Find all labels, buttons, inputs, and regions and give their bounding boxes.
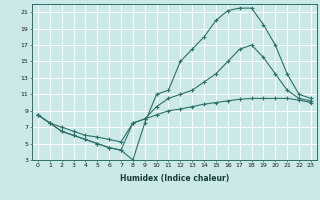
X-axis label: Humidex (Indice chaleur): Humidex (Indice chaleur) — [120, 174, 229, 183]
